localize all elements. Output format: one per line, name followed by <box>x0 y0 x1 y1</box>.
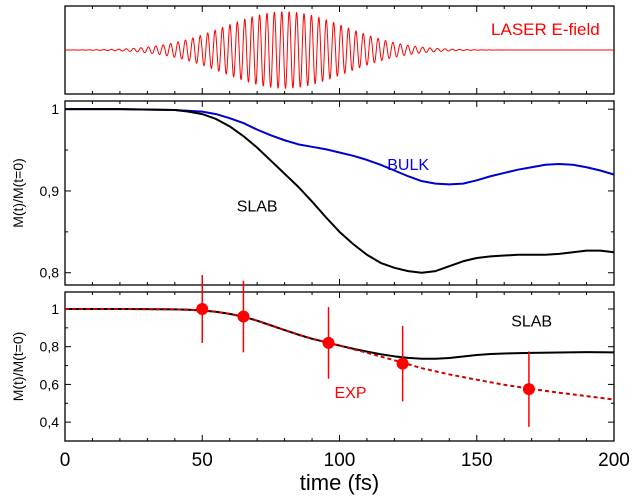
panel-theory: 0,8 0,9 1 M(t)/M(t=0) BULK SLAB <box>10 100 615 286</box>
x-tick-label: 50 <box>192 450 213 471</box>
series-slab-line <box>65 307 614 360</box>
exp-data-point <box>196 302 209 315</box>
y-tick-label: 0,9 <box>40 183 60 199</box>
exp-data-point <box>396 357 409 370</box>
y-tick-label: 0,8 <box>40 339 60 355</box>
series-bulk-line <box>65 108 614 186</box>
series-group <box>65 307 614 401</box>
exp-data-point <box>322 336 335 349</box>
exp-data-point <box>237 310 250 323</box>
y-tick-label: 0,6 <box>40 376 60 392</box>
series-group <box>65 108 614 274</box>
annotation-laser-e-field: LASER E-field <box>491 20 600 39</box>
x-axis-label: time (fs) <box>300 470 379 495</box>
x-tick-label: 0 <box>60 450 71 471</box>
x-tick-label: 150 <box>461 450 493 471</box>
series-slab-line <box>65 108 614 274</box>
panel-experiment: 0 50 100 150 200 0,4 0,6 0,8 1 M(t)/M(t=0) time (f… <box>10 275 630 495</box>
annotation-slab: SLAB <box>237 199 278 216</box>
y-tick-label: 0,4 <box>40 414 60 430</box>
x-tick-label: 200 <box>598 450 630 471</box>
y-axis-label: M(t)/M(t=0) <box>10 332 26 402</box>
y-tick-label: 1 <box>51 101 59 117</box>
panel-laser: LASER E-field <box>64 5 615 95</box>
x-tick-label: 100 <box>324 450 356 471</box>
y-tick-label: 0,8 <box>40 265 60 281</box>
y-tick-label: 1 <box>51 301 59 317</box>
plot-frame <box>64 100 615 286</box>
series-exp-fit-line <box>65 307 614 401</box>
exp-data-point <box>522 383 535 396</box>
annotation-slab: SLAB <box>511 313 552 330</box>
annotation-bulk: BULK <box>387 157 429 174</box>
y-axis-label: M(t)/M(t=0) <box>10 158 26 228</box>
series-group <box>65 11 614 89</box>
annotation-exp: EXP <box>334 385 366 402</box>
series-laser-e-field-line <box>65 11 614 89</box>
